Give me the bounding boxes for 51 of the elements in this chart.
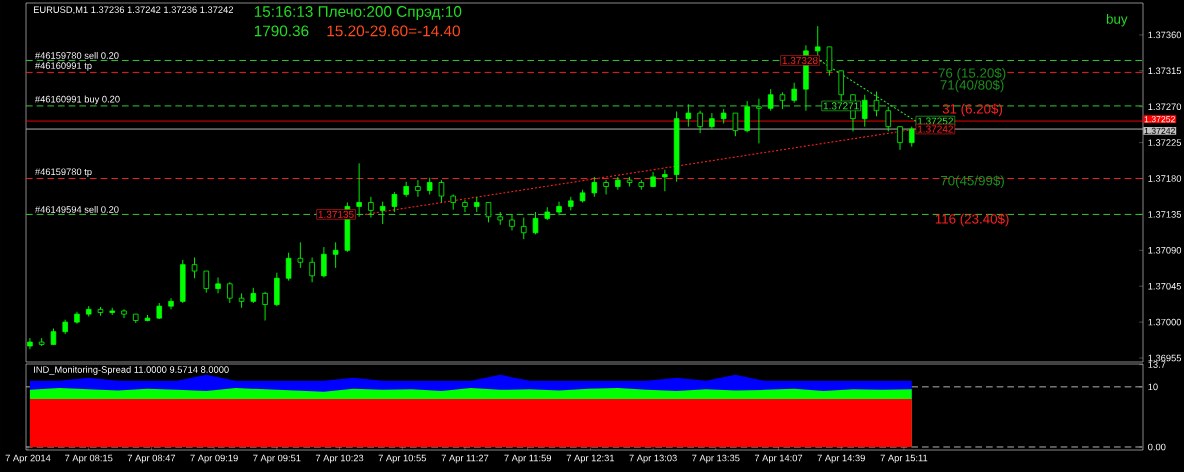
x-tick-label: 7 Apr 2014	[5, 454, 51, 464]
x-tick-label: 7 Apr 09:51	[253, 454, 301, 464]
x-tick-label: 7 Apr 14:39	[817, 454, 865, 464]
annotation: 116 (23.40$)	[935, 213, 1009, 227]
y-tick-label: 1.37225	[1148, 139, 1182, 146]
y-tick-label: 1.37180	[1148, 175, 1182, 182]
annotation: 71(40/80$)	[940, 79, 1004, 93]
x-tick-label: 7 Apr 10:23	[315, 454, 364, 464]
x-tick-label: 7 Apr 10:55	[378, 454, 426, 464]
ref-line-label: #46160991 tp	[34, 62, 92, 71]
x-tick-label: 7 Apr 13:35	[692, 454, 740, 464]
y-tick-label: 1.37315	[1148, 67, 1182, 75]
ref-line-label: #46159780 sell 0.20	[34, 51, 119, 59]
x-tick-label: 7 Apr 14:07	[754, 454, 803, 464]
annotation: 76 (15.20$)	[938, 67, 1006, 81]
y-tick-label: 1.37000	[1148, 318, 1182, 326]
y-tick-label: 1.37135	[1148, 211, 1182, 218]
annotation: 1.37135	[318, 210, 354, 218]
y-tick-label: 13.7	[1148, 361, 1166, 368]
chart-title: IND_Monitoring-Spread 11.0000 9.5714 8.0000	[34, 366, 229, 375]
annotation: 1790.36	[254, 25, 309, 37]
ref-line-label: #46159780 tp	[34, 168, 92, 177]
x-tick-label: 7 Apr 08:47	[127, 454, 176, 464]
y-tick-label: 1.37045	[1148, 282, 1182, 290]
annotation: 15:16:13 Плечо:200 Спрэд:10	[254, 6, 462, 20]
x-tick-label: 7 Apr 15:11	[880, 454, 928, 464]
chart-title: EURUSD,M1 1.37236 1.37242 1.37236 1.37242	[33, 6, 233, 15]
annotation: 1.37271	[823, 102, 859, 110]
y-tick-label: 1.37090	[1148, 247, 1182, 254]
x-tick-label: 7 Apr 11:27	[441, 454, 489, 464]
ref-line-label: #46149594 sell 0.20	[34, 205, 119, 213]
x-tick-label: 7 Apr 12:31	[566, 454, 615, 464]
annotation: 1.37242	[918, 125, 953, 133]
y-tick-label: 1.37360	[1148, 31, 1182, 39]
annotation: buy	[1106, 13, 1128, 27]
annotation: 31 (6.20$)	[942, 103, 1003, 117]
y-tick-label: 0.00	[1148, 443, 1166, 451]
ref-line-label: #46160991 buy 0.20	[34, 95, 120, 105]
annotation: 15.20-29.60=-14.40	[327, 25, 460, 37]
x-tick-label: 7 Apr 09:19	[190, 454, 238, 464]
x-tick-label: 7 Apr 13:03	[629, 454, 677, 464]
ref-line-label: 1.37242	[1144, 127, 1175, 134]
ref-line-label: 1.37252	[1144, 116, 1175, 123]
x-tick-label: 7 Apr 08:15	[65, 454, 113, 464]
y-tick-label: 1.36955	[1148, 354, 1182, 362]
y-tick-label: 1.37270	[1148, 103, 1182, 111]
x-tick-label: 7 Apr 11:59	[504, 454, 552, 464]
annotation: 1.37328	[782, 56, 818, 64]
annotation: 70(45/99$)	[940, 175, 1004, 189]
y-tick-label: 10	[1148, 383, 1158, 391]
annotation: 1.37252	[918, 117, 953, 125]
